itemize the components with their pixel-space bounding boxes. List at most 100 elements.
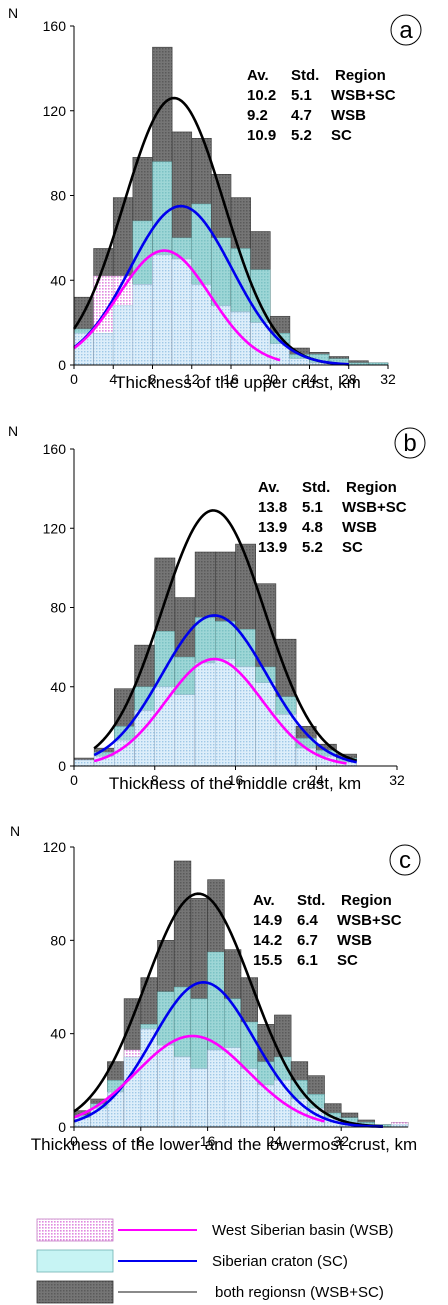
stats-cell: SC bbox=[337, 952, 358, 969]
stats-cell: 13.9 bbox=[258, 539, 287, 556]
y-tick-label: 120 bbox=[43, 839, 67, 855]
bar-overlap bbox=[174, 694, 196, 767]
x-tick-label: 16 bbox=[223, 371, 239, 387]
panel-letter-circle bbox=[389, 844, 421, 876]
stats-cell: 5.1 bbox=[302, 499, 323, 516]
stats-cell: 9.2 bbox=[247, 107, 268, 124]
curve-total bbox=[93, 509, 358, 762]
panel-letter: c bbox=[399, 847, 411, 874]
bar-overlap bbox=[257, 1084, 275, 1128]
curve-total bbox=[73, 892, 384, 1128]
chart-panel-a: 0 40 80 120 160 0 4 8 12 16 20 24 28 32 N Thickness of … bbox=[8, 5, 422, 392]
legend-label-both: both regionsn (WSB+SC) bbox=[215, 1284, 384, 1301]
bar-overlap bbox=[152, 254, 173, 366]
bar-overlap bbox=[154, 686, 176, 767]
stats-header: Std. bbox=[297, 892, 325, 909]
stats-header: Av. bbox=[247, 67, 269, 84]
x-tick-label: 24 bbox=[308, 772, 324, 788]
y-axis-label: N bbox=[10, 823, 20, 839]
curve-wsb bbox=[73, 1034, 325, 1123]
bar-overlap bbox=[173, 1056, 192, 1128]
bar-overlap bbox=[224, 1047, 242, 1128]
y-tick-label: 40 bbox=[50, 1026, 66, 1042]
x-tick-label: 16 bbox=[228, 772, 244, 788]
bar-overlap bbox=[190, 1068, 208, 1128]
x-tick-label: 32 bbox=[389, 772, 405, 788]
bar-overlap bbox=[235, 666, 256, 767]
stats-header: Region bbox=[341, 892, 392, 909]
bar-overlap bbox=[207, 1049, 225, 1128]
stats-cell: 13.8 bbox=[258, 499, 287, 516]
curve-sc bbox=[73, 204, 349, 366]
stats-cell: WSB+SC bbox=[337, 912, 402, 929]
y-axis-label: N bbox=[8, 423, 18, 439]
x-axis-label: Thickness of the middle crust, km bbox=[109, 774, 361, 793]
x-tick-label: 24 bbox=[302, 371, 318, 387]
y-tick-label: 120 bbox=[43, 520, 67, 536]
legend-swatch-wsb bbox=[36, 1218, 114, 1242]
legend-label-wsb: West Siberian basin (WSB) bbox=[212, 1222, 393, 1239]
stats-cell: 15.5 bbox=[253, 952, 282, 969]
y-tick-label: 160 bbox=[43, 18, 67, 34]
panel-letter-circle bbox=[394, 427, 426, 459]
x-tick-label: 16 bbox=[200, 1133, 216, 1149]
bar-overlap bbox=[90, 1108, 108, 1128]
bar-overlap bbox=[211, 305, 232, 366]
x-tick-label: 8 bbox=[149, 371, 157, 387]
stats-cell: 4.8 bbox=[302, 519, 323, 536]
bar-overlap bbox=[171, 258, 192, 366]
x-tick-label: 32 bbox=[333, 1133, 349, 1149]
bar-overlap bbox=[132, 284, 153, 366]
y-tick-label: 160 bbox=[43, 441, 67, 457]
stats-cell: 4.7 bbox=[291, 107, 312, 124]
bar-overlap bbox=[157, 1045, 175, 1128]
y-tick-label: 40 bbox=[50, 679, 66, 695]
x-tick-label: 28 bbox=[341, 371, 357, 387]
y-tick-label: 0 bbox=[58, 758, 66, 774]
stats-cell: 5.2 bbox=[291, 127, 312, 144]
x-tick-label: 32 bbox=[380, 371, 396, 387]
bar-overlap bbox=[194, 662, 216, 767]
stats-cell: 6.4 bbox=[297, 912, 319, 929]
curve-sc bbox=[93, 614, 357, 764]
x-tick-label: 12 bbox=[184, 371, 200, 387]
stats-cell: 10.9 bbox=[247, 127, 276, 144]
bar-overlap bbox=[114, 740, 135, 767]
stats-cell: 14.9 bbox=[253, 912, 282, 929]
bar-overlap bbox=[93, 333, 114, 366]
y-tick-label: 80 bbox=[50, 600, 66, 616]
bar-overlap bbox=[73, 759, 95, 767]
y-axis-label: N bbox=[8, 5, 18, 21]
y-tick-label: 0 bbox=[58, 357, 66, 373]
stats-cell: WSB bbox=[342, 519, 377, 536]
chart-panel-c: 0 40 80 120 0 8 16 24 32 N Thickness of the lower … bbox=[10, 823, 421, 1154]
x-tick-label: 8 bbox=[137, 1133, 145, 1149]
y-tick-label: 0 bbox=[58, 1119, 66, 1135]
curve-wsb bbox=[93, 657, 347, 765]
stats-cell: WSB bbox=[331, 107, 366, 124]
stats-header: Av. bbox=[253, 892, 275, 909]
y-tick-label: 80 bbox=[50, 188, 66, 204]
stats-header: Region bbox=[346, 479, 397, 496]
bar-overlap bbox=[191, 284, 212, 366]
stats-cell: SC bbox=[342, 539, 363, 556]
stats-header: Av. bbox=[258, 479, 280, 496]
x-tick-label: 0 bbox=[70, 371, 78, 387]
stats-cell: 6.1 bbox=[297, 952, 318, 969]
stats-header: Std. bbox=[302, 479, 330, 496]
stats-header: Std. bbox=[291, 67, 319, 84]
stats-cell: 5.1 bbox=[291, 87, 312, 104]
x-tick-label: 0 bbox=[70, 1133, 78, 1149]
x-tick-label: 8 bbox=[151, 772, 159, 788]
panel-letter: a bbox=[399, 17, 413, 44]
legend-swatch-both bbox=[36, 1280, 114, 1304]
stats-cell: 14.2 bbox=[253, 932, 282, 949]
x-tick-label: 0 bbox=[70, 772, 78, 788]
stats-cell: SC bbox=[331, 127, 352, 144]
bar-overlap bbox=[230, 311, 251, 366]
panel-letter: b bbox=[403, 430, 416, 457]
stats-cell: WSB+SC bbox=[331, 87, 396, 104]
x-tick-label: 20 bbox=[262, 371, 278, 387]
stats-cell: 5.2 bbox=[302, 539, 323, 556]
